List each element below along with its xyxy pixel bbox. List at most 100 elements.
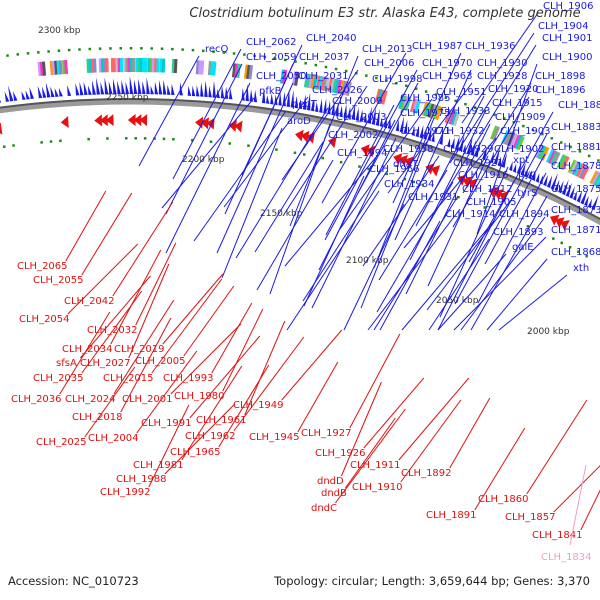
reverse-gene-label[interactable]: CLH_2036 (11, 394, 62, 405)
forward-gene-label[interactable]: xpt (513, 155, 529, 166)
forward-gene-label[interactable]: xth (573, 263, 589, 274)
forward-gene-label[interactable]: CLH_1898 (535, 71, 586, 82)
reverse-gene-label[interactable]: CLH_1841 (532, 530, 583, 541)
forward-gene-label[interactable]: CLH_1934 (384, 179, 435, 190)
forward-gene-label[interactable]: CLH_1881 (551, 142, 600, 153)
forward-gene-label[interactable]: CLH_1987 (412, 41, 463, 52)
reverse-gene-label[interactable]: CLH_1891 (426, 510, 477, 521)
forward-gene-label[interactable]: CLH_1893 (493, 227, 544, 238)
forward-gene-label[interactable]: pyc (518, 169, 536, 180)
forward-gene-label[interactable]: CLH_1963 (422, 71, 473, 82)
reverse-gene-label[interactable]: CLH_1961 (196, 415, 247, 426)
reverse-gene-label[interactable]: CLH_1911 (350, 460, 401, 471)
forward-gene-label[interactable]: CLH_1921 (453, 158, 504, 169)
reverse-gene-label[interactable]: CLH_2055 (33, 275, 84, 286)
forward-gene-label[interactable]: CLH_1896 (535, 85, 586, 96)
forward-gene-label[interactable]: CLH_1914 (445, 209, 496, 220)
forward-gene-label[interactable]: CLH_2050 (256, 71, 307, 82)
forward-gene-label[interactable]: CLH_1868 (551, 247, 600, 258)
forward-gene-label[interactable]: CLH_2059 (246, 52, 297, 63)
reverse-gene-label[interactable]: CLH_1945 (249, 432, 300, 443)
reverse-gene-label[interactable]: CLH_1993 (163, 373, 214, 384)
forward-gene-label[interactable]: CLH_2031 (298, 71, 349, 82)
forward-gene-label[interactable]: CLH_1904 (538, 21, 589, 32)
forward-gene-label[interactable]: CLH_1878 (551, 161, 600, 172)
reverse-gene-label[interactable]: CLH_1926 (315, 448, 366, 459)
forward-gene-label[interactable]: CLH_2009 (332, 96, 383, 107)
forward-gene-label[interactable]: CLH_1975 (400, 108, 451, 119)
reverse-gene-label[interactable]: CLH_2027 (80, 358, 131, 369)
forward-gene-label[interactable]: CLH_1958 (383, 144, 434, 155)
reverse-gene-label[interactable]: CLH_1965 (170, 447, 221, 458)
reverse-gene-label[interactable]: CLH_1962 (185, 431, 236, 442)
forward-gene-label[interactable]: CLH_1888 (558, 100, 600, 111)
reverse-gene-label[interactable]: CLH_1991 (141, 418, 192, 429)
forward-gene-label[interactable]: recQ (205, 44, 229, 55)
forward-gene-label[interactable]: CLH_1970 (422, 58, 473, 69)
forward-gene-label[interactable]: CLH_1901 (542, 33, 593, 44)
reverse-gene-label[interactable]: CLH_1981 (133, 460, 184, 471)
forward-gene-label[interactable]: CLH_2037 (299, 52, 350, 63)
forward-gene-label[interactable]: CLH_1930 (477, 58, 528, 69)
reverse-gene-label[interactable]: CLH_2019 (114, 344, 165, 355)
reverse-gene-label[interactable]: CLH_1980 (174, 391, 225, 402)
forward-gene-label[interactable]: CLH_2026 (312, 85, 363, 96)
forward-gene-label[interactable]: CLH_2062 (246, 37, 297, 48)
reverse-gene-label[interactable]: dndD (317, 476, 344, 487)
reverse-gene-label[interactable]: dndB (321, 488, 347, 499)
reverse-gene-label[interactable]: CLH_1860 (478, 494, 529, 505)
forward-gene-label[interactable]: CLH_1909 (495, 112, 546, 123)
reverse-gene-label[interactable]: CLH_1910 (352, 482, 403, 493)
reverse-gene-label[interactable]: CLH_2015 (103, 373, 154, 384)
reverse-gene-label[interactable]: CLH_1949 (233, 400, 284, 411)
reverse-gene-label[interactable]: CLH_1927 (301, 428, 352, 439)
reverse-gene-label[interactable]: CLH_1992 (100, 487, 151, 498)
reverse-gene-label[interactable]: CLH_2004 (88, 433, 139, 444)
forward-gene-label[interactable]: pepT (292, 99, 318, 110)
forward-gene-label[interactable]: CLH_1931 (408, 192, 459, 203)
forward-gene-label[interactable]: CLH_1873 (551, 205, 600, 216)
reverse-gene-label[interactable]: CLH_1988 (116, 474, 167, 485)
forward-gene-label[interactable]: CLH_2002 (328, 130, 379, 141)
forward-gene-label[interactable]: dhaT (393, 159, 419, 170)
forward-gene-label[interactable]: CLH_1994 (337, 148, 388, 159)
forward-gene-label[interactable]: CLH_1915 (492, 98, 543, 109)
forward-gene-label[interactable]: CLH_1902 (494, 144, 545, 155)
reverse-gene-label[interactable]: CLH_2065 (17, 261, 68, 272)
forward-gene-label[interactable]: CLH_1871 (551, 225, 600, 236)
reverse-gene-label[interactable]: CLH_2042 (64, 296, 115, 307)
forward-gene-label[interactable]: CLH_1905 (466, 197, 517, 208)
forward-gene-label[interactable]: pfkB (259, 86, 282, 97)
forward-gene-label[interactable]: CLH_1936 (465, 41, 516, 52)
reverse-gene-label[interactable]: CLH_2032 (87, 325, 138, 336)
forward-gene-label[interactable]: tyrS (517, 188, 537, 199)
forward-gene-label[interactable]: CLH_2013 (362, 44, 413, 55)
forward-gene-label[interactable]: CLH_1966 (369, 164, 420, 175)
forward-gene-label[interactable]: aroD (287, 116, 311, 127)
rna-gene-label[interactable]: CLH_1834 (541, 552, 592, 563)
reverse-gene-label[interactable]: CLH_1892 (401, 468, 452, 479)
reverse-gene-label[interactable]: CLH_2025 (36, 437, 87, 448)
reverse-gene-label[interactable]: CLH_2001 (122, 394, 173, 405)
forward-gene-label[interactable]: CLH_1998 (372, 74, 423, 85)
forward-gene-label[interactable]: CLH_1985 (400, 93, 451, 104)
forward-gene-label[interactable]: CLH_1928 (477, 71, 528, 82)
forward-gene-label[interactable]: CLH_1933 (440, 106, 491, 117)
forward-gene-label[interactable]: CLH_2040 (306, 33, 357, 44)
reverse-gene-label[interactable]: CLH_1857 (505, 512, 556, 523)
forward-gene-label[interactable]: CLH_1900 (542, 52, 593, 63)
forward-gene-label[interactable]: CLH_1929 (443, 144, 494, 155)
forward-gene-label[interactable]: CLH_1875 (551, 184, 600, 195)
forward-gene-label[interactable]: CLH_1912 (462, 184, 513, 195)
forward-gene-label[interactable]: CLH_1903 (500, 126, 551, 137)
forward-gene-label[interactable]: CLH_1932 (434, 126, 485, 137)
forward-gene-label[interactable]: CLH_2006 (364, 58, 415, 69)
forward-gene-label[interactable]: CLH_1951 (436, 87, 487, 98)
reverse-gene-label[interactable]: dndC (311, 503, 337, 514)
reverse-gene-label[interactable]: sfsA (56, 358, 77, 369)
reverse-gene-label[interactable]: CLH_2024 (65, 394, 116, 405)
forward-gene-label[interactable]: CLH_1883 (551, 122, 600, 133)
forward-gene-label[interactable]: CLH_1906 (543, 1, 594, 12)
reverse-gene-label[interactable]: CLH_2018 (72, 412, 123, 423)
forward-gene-label[interactable]: CLH_1920 (488, 84, 539, 95)
